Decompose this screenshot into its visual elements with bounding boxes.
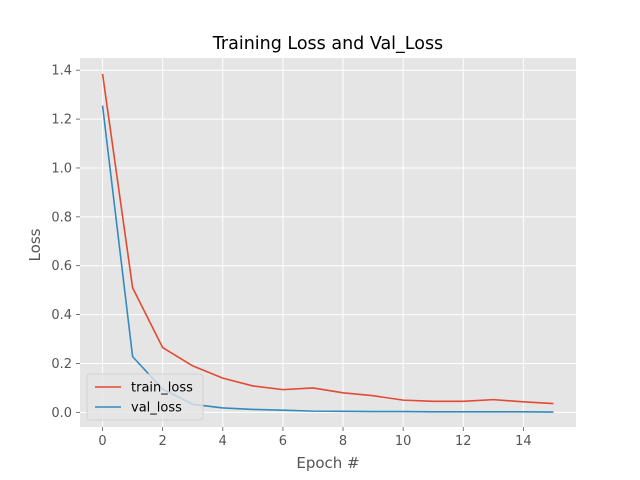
y-tick-label: 1.4 (51, 64, 72, 79)
y-tick-label: 1.2 (51, 113, 72, 128)
x-tick-label: 8 (339, 434, 347, 449)
x-tick-label: 0 (98, 434, 106, 449)
x-tick-label: 6 (279, 434, 287, 449)
y-tick-label: 0.8 (51, 210, 72, 225)
legend: train_loss val_loss (86, 373, 204, 421)
legend-label: val_loss (131, 401, 182, 416)
x-axis-ticks: 0 2 4 6 8 10 12 14 (98, 427, 532, 449)
x-tick-label: 10 (395, 434, 412, 449)
x-tick-label: 4 (219, 434, 227, 449)
legend-box (86, 373, 204, 421)
y-tick-label: 0.4 (51, 308, 72, 323)
y-tick-label: 0.2 (51, 357, 72, 372)
y-axis-label: Loss (26, 228, 44, 261)
y-axis-ticks: 0.0 0.2 0.4 0.6 0.8 1.0 1.2 1.4 (51, 64, 80, 421)
y-tick-label: 0.6 (51, 259, 72, 274)
x-axis-label: Epoch # (296, 454, 359, 472)
grid-lines (80, 58, 576, 427)
plot-area (80, 58, 576, 427)
legend-label: train_loss (131, 381, 193, 396)
x-tick-label: 12 (455, 434, 472, 449)
chart-title: Training Loss and Val_Loss (212, 34, 443, 54)
y-tick-label: 1.0 (51, 161, 72, 176)
x-tick-label: 2 (159, 434, 167, 449)
x-tick-label: 14 (515, 434, 532, 449)
series-line-train-loss (101, 73, 554, 405)
y-tick-label: 0.0 (51, 406, 72, 421)
